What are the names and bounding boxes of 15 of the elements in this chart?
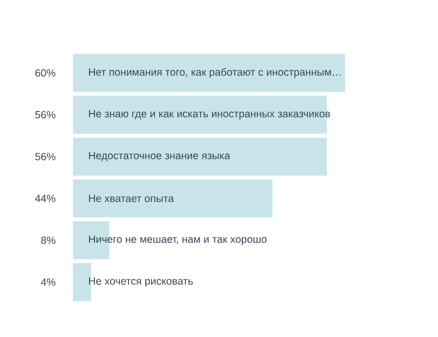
bar [73, 54, 346, 92]
data-label: 56% [35, 111, 56, 118]
data-label: 44% [35, 194, 56, 202]
y-tick-label: Не знаю где и как искать иностранных заказчиков [89, 110, 330, 120]
y-tick-label: Не хватает опыта [89, 194, 174, 202]
data-label: 4% [40, 278, 56, 286]
y-tick-label: Недостаточное знание языка [89, 152, 230, 162]
y-tick-label: Ничего не мешает, нам и так хорошо [89, 236, 267, 245]
bar [73, 138, 327, 176]
data-label: 60% [35, 69, 56, 77]
data-label: 8% [41, 236, 56, 244]
bar [73, 179, 272, 218]
y-tick-label: Нет понимания того, как работают с иностранным… [89, 68, 341, 78]
y-tick-label: Не хочется рисковать [89, 277, 193, 287]
data-label: 56% [35, 152, 56, 160]
